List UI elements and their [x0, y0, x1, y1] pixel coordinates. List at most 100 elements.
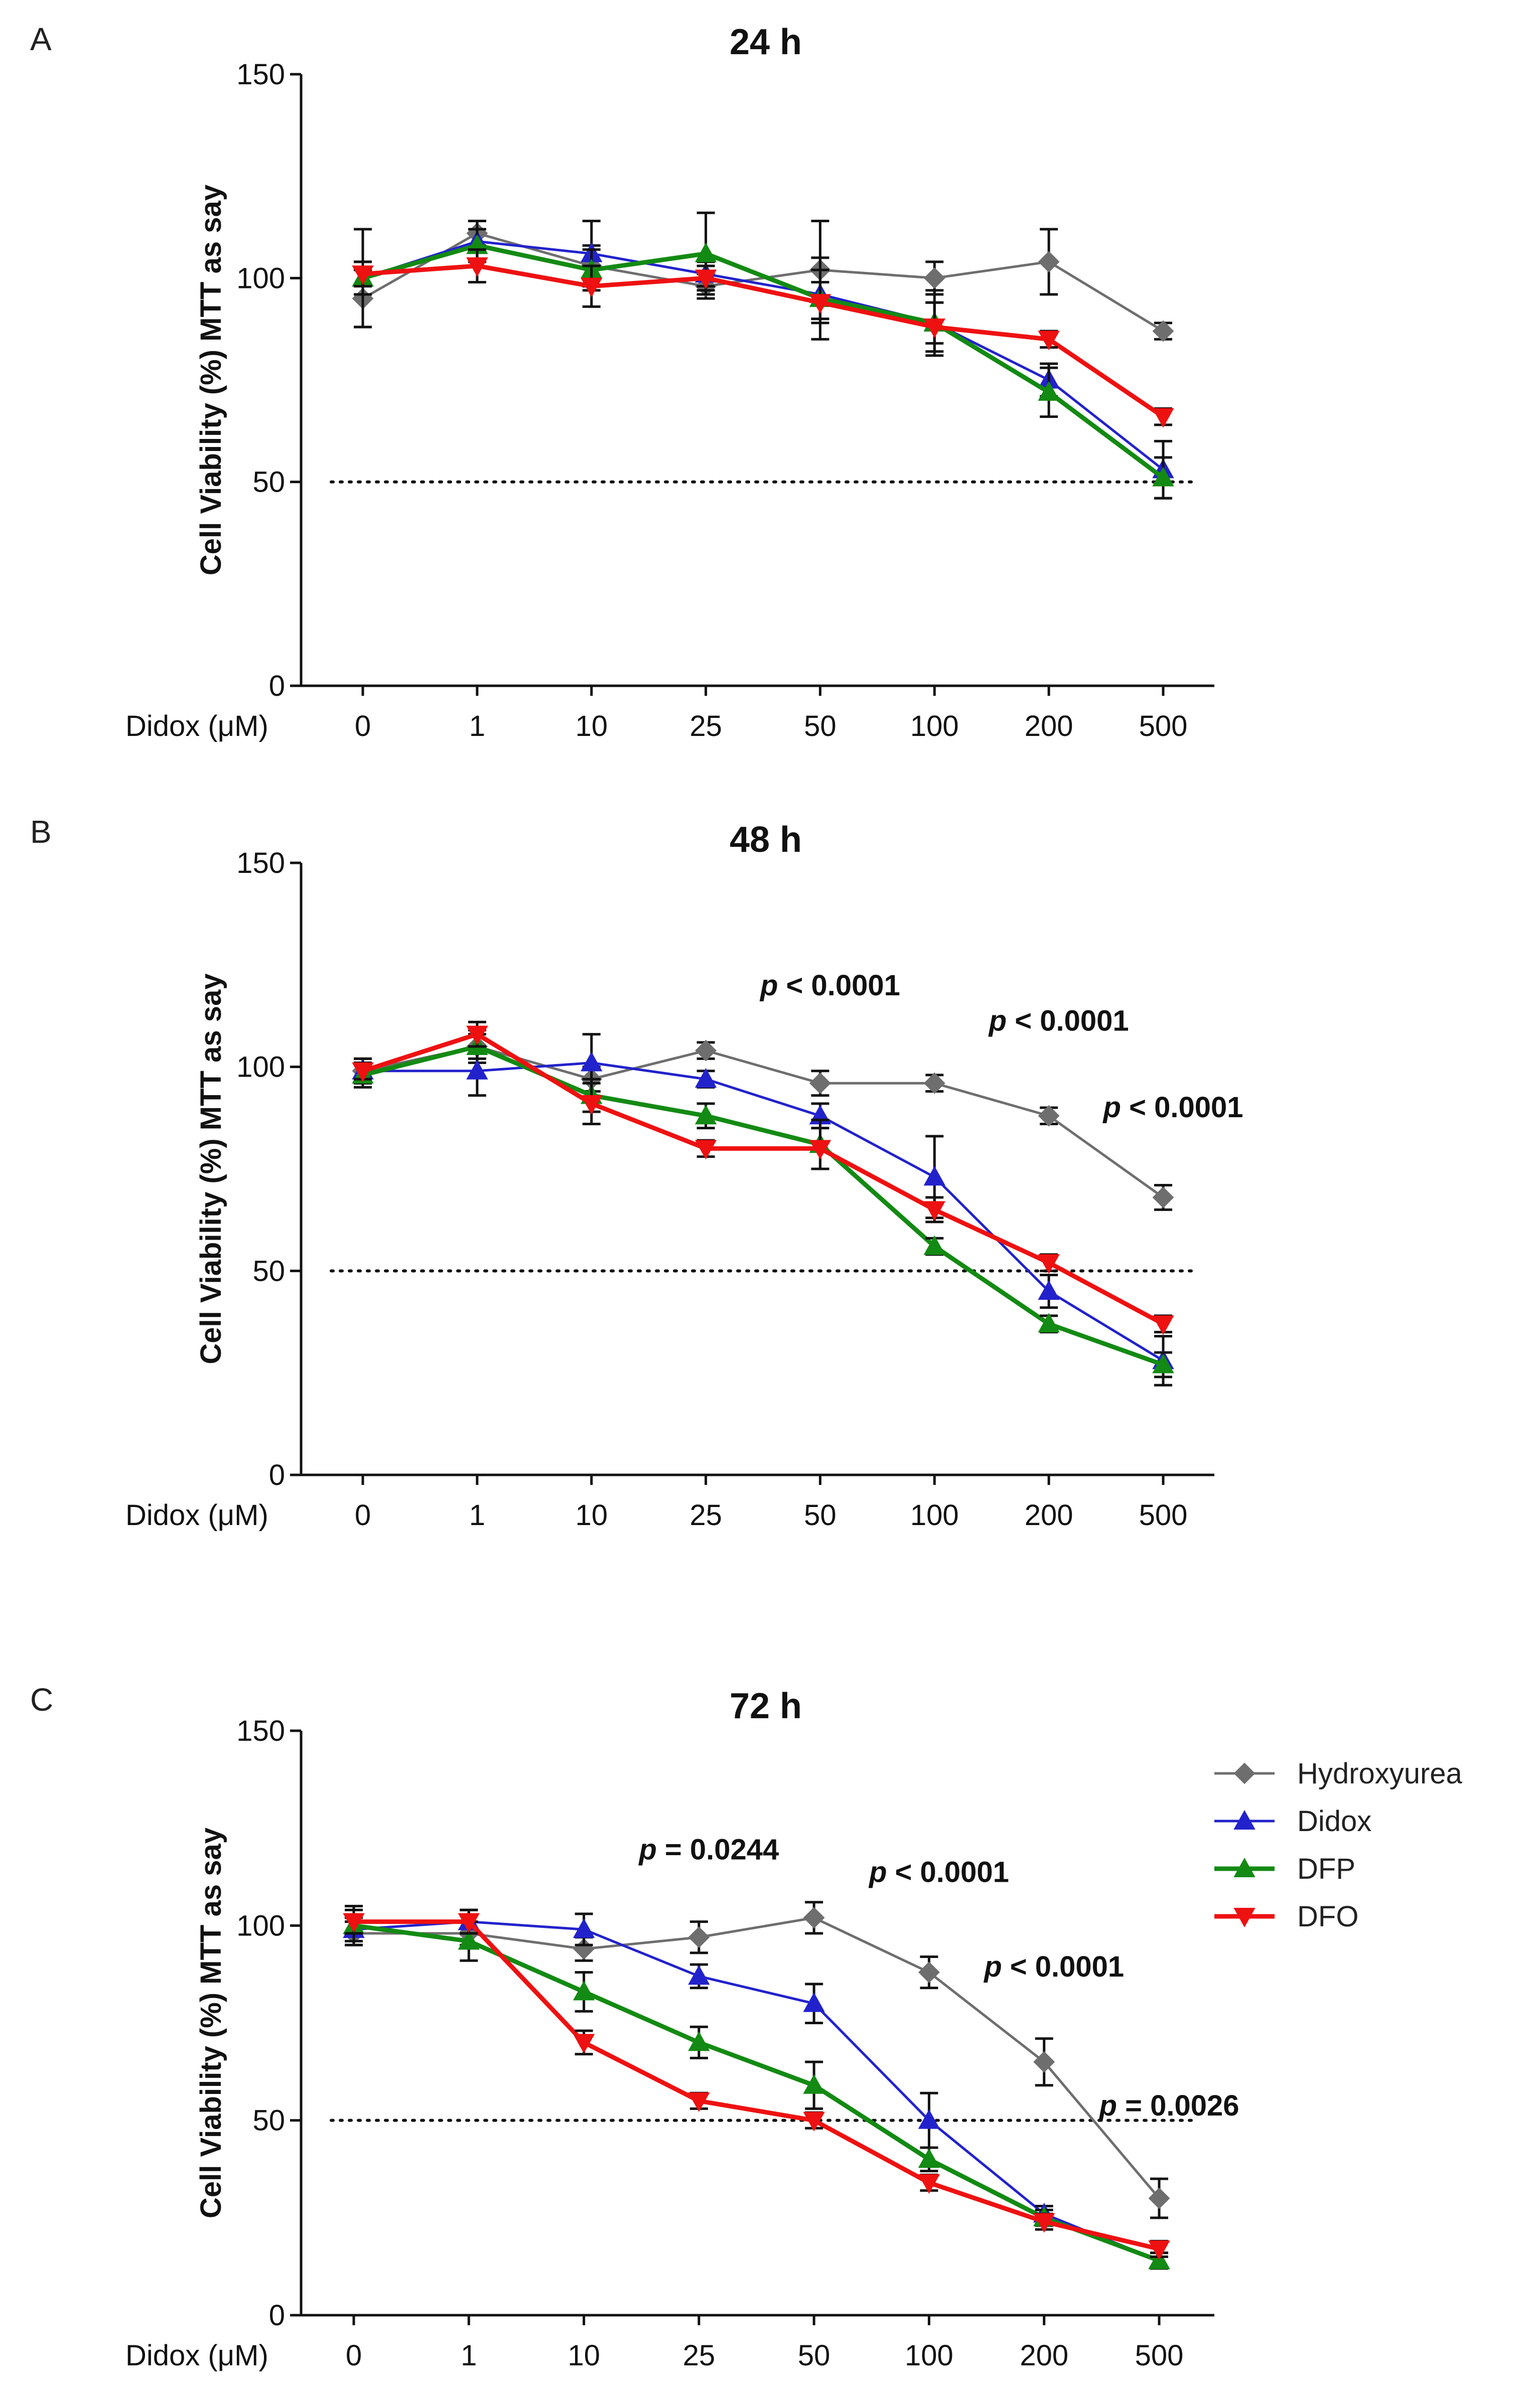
y-tick-label: 100: [236, 1909, 285, 1942]
data-point-hydroxyurea: [923, 1072, 945, 1094]
x-tick-label: 100: [910, 710, 959, 742]
data-point-hydroxyurea: [809, 1072, 831, 1094]
data-point-dfp: [1038, 1313, 1060, 1333]
series-line-dfp: [362, 1044, 1164, 1367]
series-dfo: [343, 1908, 1170, 2261]
legend-marker: [1233, 1762, 1256, 1784]
legend-marker: [1233, 1908, 1256, 1928]
data-point-dfo: [923, 1201, 945, 1221]
y-tick-label: 150: [236, 1715, 285, 1747]
panel-letter: A: [30, 21, 52, 57]
x-tick-label: 25: [689, 710, 722, 742]
series-hydroxyurea: [352, 1028, 1174, 1211]
data-point-didox: [466, 1060, 488, 1080]
panel-title: 48 h: [730, 820, 802, 860]
data-point-didox: [918, 2109, 940, 2129]
data-point-dfo: [918, 2174, 940, 2194]
y-tick-label: 150: [236, 58, 285, 91]
x-tick-label: 200: [1025, 710, 1073, 742]
data-point-dfo: [466, 257, 488, 277]
data-point-hydroxyurea: [1033, 2051, 1055, 2073]
y-tick-label: 0: [269, 2299, 285, 2332]
x-tick-label: 1: [461, 2339, 477, 2372]
x-tick-label: 0: [355, 710, 371, 742]
x-tick-label: 25: [683, 2339, 716, 2372]
x-tick-label: 500: [1135, 2339, 1184, 2372]
data-point-hydroxyurea: [688, 1926, 710, 1948]
p-value-annotation: p < 0.0001: [868, 1856, 1009, 1889]
series-line-hydroxyurea: [362, 1045, 1164, 1198]
data-point-dfo: [1038, 1254, 1060, 1274]
p-symbol: p: [759, 969, 778, 1002]
data-point-dfp: [1152, 467, 1174, 487]
data-point-dfo: [923, 318, 945, 338]
panel-title: 24 h: [730, 22, 802, 62]
p-value-text: < 0.0001: [1007, 1004, 1129, 1037]
data-point-dfo: [466, 1025, 488, 1045]
data-point-didox: [688, 1965, 710, 1985]
series-line-didox: [363, 1062, 1164, 1362]
data-point-hydroxyurea: [695, 1039, 717, 1062]
series-line-hydroxyurea: [354, 1916, 1160, 2199]
data-point-dfo: [694, 1140, 717, 1160]
data-point-hydroxyurea: [923, 267, 945, 289]
legend-item-dfo: DFO: [1214, 1900, 1358, 1933]
legend-label: DFO: [1297, 1900, 1358, 1933]
p-value-annotation: p = 0.0244: [638, 1834, 779, 1866]
x-tick-label: 100: [910, 1499, 959, 1532]
data-point-dfo: [1033, 2213, 1055, 2233]
y-tick-label: 50: [252, 1255, 285, 1287]
p-symbol: p: [983, 1950, 1002, 1983]
data-point-dfo: [343, 1913, 365, 1933]
series-dfp: [352, 1033, 1174, 1379]
data-point-dfp: [1038, 381, 1060, 401]
y-axis-label: Cell Viability (%) MTT as say: [195, 185, 227, 575]
legend-marker: [1233, 1857, 1256, 1877]
x-tick-label: 50: [804, 1499, 837, 1532]
y-tick-label: 50: [252, 466, 285, 499]
x-tick-label: 100: [905, 2339, 953, 2372]
data-point-dfp: [1152, 1353, 1174, 1374]
legend-item-hydroxyurea: Hydroxyurea: [1214, 1757, 1463, 1790]
data-point-hydroxyurea: [803, 1907, 825, 1929]
x-tick-label: 10: [575, 1499, 608, 1532]
data-point-dfp: [694, 242, 717, 262]
data-point-dfo: [573, 2034, 595, 2054]
data-point-dfo: [581, 277, 603, 297]
data-point-dfo: [809, 294, 831, 314]
data-point-hydroxyurea: [1152, 1186, 1174, 1209]
data-point-didox: [581, 1051, 603, 1072]
data-point-hydroxyurea: [1148, 2187, 1170, 2209]
data-point-hydroxyurea: [1038, 1105, 1060, 1127]
p-symbol: p: [1098, 2089, 1117, 2122]
legend-item-dfp: DFP: [1214, 1853, 1355, 1885]
data-point-dfo: [581, 1095, 603, 1115]
x-tick-label: 50: [798, 2339, 830, 2372]
data-point-hydroxyurea: [918, 1962, 940, 1983]
p-symbol: p: [638, 1834, 656, 1866]
x-tick-label: 1: [469, 710, 485, 742]
data-point-dfp: [573, 1981, 595, 2001]
panel-letter: C: [30, 1682, 53, 1718]
y-tick-label: 100: [236, 262, 285, 294]
x-axis-name: Didox (μM): [125, 710, 268, 742]
series-dfo: [352, 248, 1174, 428]
data-point-didox: [923, 1166, 945, 1186]
y-tick-label: 0: [269, 670, 285, 702]
y-tick-label: 150: [236, 847, 285, 879]
p-value-text: < 0.0001: [887, 1856, 1009, 1889]
x-tick-label: 500: [1139, 710, 1188, 742]
series-line-dfp: [362, 243, 1165, 480]
x-axis-name: Didox (μM): [125, 1499, 268, 1532]
series-line-dfo: [362, 263, 1165, 419]
x-tick-label: 10: [568, 2339, 600, 2372]
p-symbol: p: [1102, 1091, 1121, 1124]
data-point-dfo: [352, 265, 374, 285]
data-point-dfp: [923, 1235, 945, 1255]
legend: Hydroxyurea Didox DFP DFO: [1214, 1757, 1463, 1933]
series-line-didox: [353, 1920, 1160, 2262]
data-point-dfo: [1152, 408, 1174, 428]
chart-panel-a: A 24 h Cell Viability (%) MTT as say 0 50 100…: [30, 21, 1214, 742]
data-point-hydroxyurea: [1152, 320, 1174, 342]
data-point-dfo: [352, 1062, 374, 1082]
